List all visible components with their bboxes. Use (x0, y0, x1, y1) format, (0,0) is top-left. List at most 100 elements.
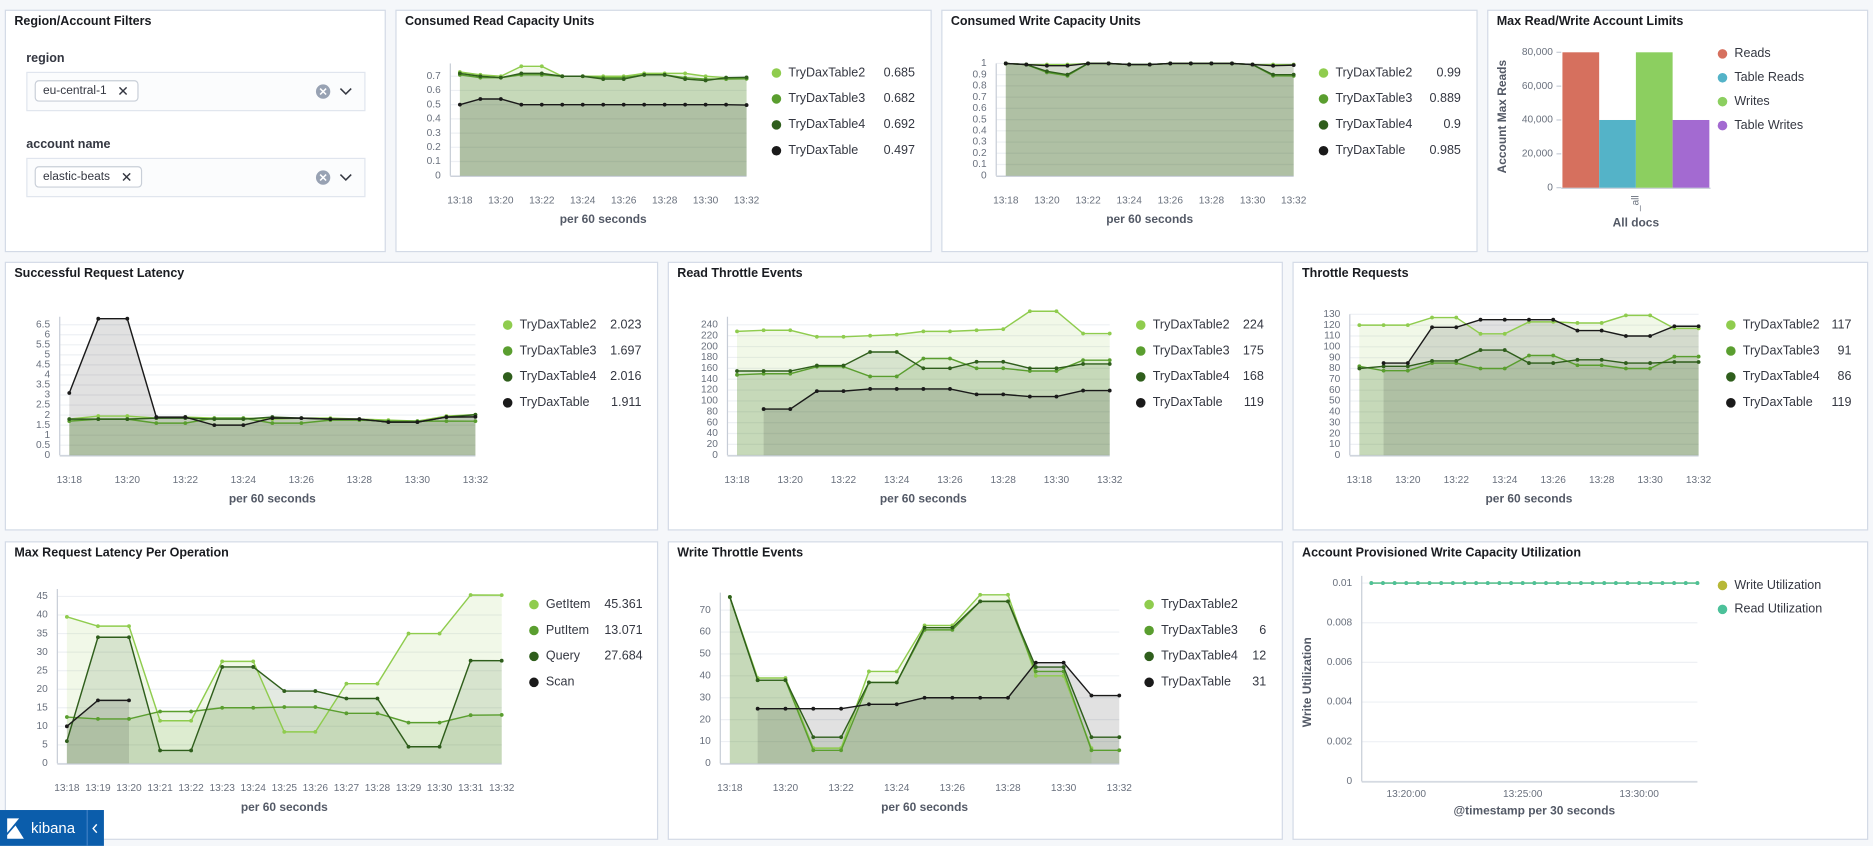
legend-swatch (1318, 94, 1329, 104)
area (729, 597, 1120, 764)
legend-swatch (771, 94, 782, 104)
x-tick-label: 13:24 (884, 783, 910, 794)
legend-swatch (1144, 625, 1154, 636)
point (1230, 61, 1234, 66)
y-tick-label: 0 (705, 758, 711, 769)
point (1117, 735, 1122, 740)
point (457, 102, 462, 107)
point (948, 366, 952, 371)
control-label: region (26, 51, 64, 65)
point (724, 75, 729, 80)
clear-icon (319, 173, 327, 182)
point (1696, 354, 1701, 359)
point (1454, 325, 1459, 330)
chip[interactable] (34, 80, 139, 102)
point (251, 705, 256, 710)
point (1567, 581, 1572, 585)
point (1061, 665, 1066, 669)
point (1695, 581, 1700, 585)
legend-value: 91 (1838, 343, 1852, 357)
point (154, 415, 159, 420)
y-tick-label: 120 (1323, 320, 1340, 331)
y-tick-label: 0.4 (427, 114, 441, 125)
dropdown-arrow[interactable] (339, 173, 352, 182)
legend-swatch (1135, 372, 1146, 382)
point (1439, 581, 1444, 585)
x-tick-label: 13:22 (828, 783, 854, 794)
legend-label: Read Utilization (1734, 602, 1822, 616)
point (375, 681, 380, 686)
point (415, 420, 420, 425)
point (1672, 324, 1677, 329)
y-tick-label: 0.008 (1327, 617, 1353, 628)
legend-label: Query (546, 649, 581, 663)
point (1369, 581, 1374, 585)
point (761, 407, 766, 411)
point (1001, 392, 1006, 397)
point (498, 75, 503, 80)
x-axis-label: per 60 seconds (881, 800, 968, 814)
legend-value: 27.684 (604, 649, 642, 663)
legend-value: 168 (1243, 369, 1264, 383)
point (478, 97, 483, 101)
legend-label: TryDaxTable2 (1743, 317, 1820, 331)
panel-title: Write Throttle Events (677, 546, 803, 560)
point (473, 414, 478, 419)
point (183, 421, 188, 426)
legend-value: 0.889 (1430, 91, 1461, 105)
point (841, 363, 846, 368)
point (761, 369, 766, 373)
y-tick-label: 10 (1329, 439, 1341, 450)
point (783, 706, 788, 711)
dropdown-arrow[interactable] (339, 87, 352, 96)
point (313, 729, 318, 734)
x-tick-label: 13:32 (1686, 475, 1712, 486)
point (867, 680, 871, 685)
x-tick-label: 13:31 (458, 783, 484, 794)
legend-swatch (1135, 398, 1146, 408)
x-axis-label: per 60 seconds (560, 212, 647, 226)
bar (1599, 119, 1636, 188)
chip-remove[interactable] (122, 172, 131, 182)
x-tick-label: 13:22 (1075, 196, 1101, 207)
point (1381, 368, 1386, 373)
point (1602, 581, 1607, 585)
bar (1635, 52, 1673, 188)
point (212, 423, 217, 428)
legend-swatch (1717, 580, 1728, 591)
legend-swatch (1717, 73, 1728, 83)
panel-title: Throttle Requests (1302, 266, 1409, 280)
point (220, 705, 225, 710)
area (737, 311, 1110, 456)
y-tick-label: 20 (1329, 428, 1341, 439)
x-tick-label: 13:26 (937, 475, 963, 486)
point (1430, 359, 1434, 363)
y-tick-label: 30 (36, 647, 48, 658)
point (1107, 331, 1112, 336)
chip-remove[interactable] (118, 86, 128, 96)
point (67, 391, 72, 395)
collapse-button[interactable] (92, 823, 98, 834)
point (811, 706, 816, 711)
point (1081, 388, 1085, 393)
area (1359, 315, 1699, 456)
point (948, 356, 952, 361)
area (66, 700, 130, 764)
x-tick-label: 13:32 (463, 475, 489, 486)
area (1005, 63, 1294, 176)
chip[interactable] (34, 166, 143, 188)
legend-swatch (1726, 398, 1736, 408)
point (282, 689, 287, 693)
point (1613, 581, 1618, 585)
y-tick-label: 0 (1347, 776, 1353, 787)
point (894, 702, 899, 707)
legend-swatch (1717, 49, 1728, 59)
point (96, 417, 101, 422)
point (761, 371, 766, 376)
x-tick-label: 13:30 (1044, 475, 1070, 486)
y-tick-label: 0.2 (973, 148, 987, 159)
x-tick-label: 13:27 (334, 783, 360, 794)
legend-value: 0.692 (884, 117, 915, 131)
clear-icon (319, 87, 327, 96)
kibana-footer: kibana (0, 810, 104, 846)
